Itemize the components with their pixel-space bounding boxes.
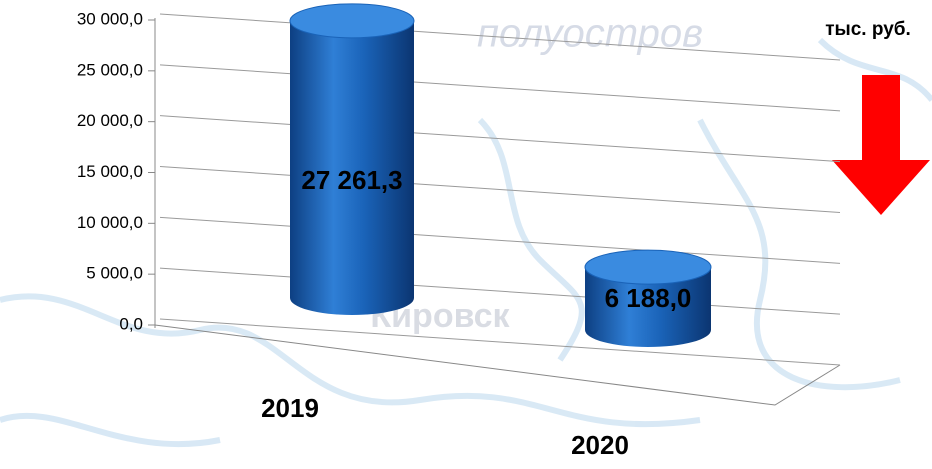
grid-line <box>159 267 841 315</box>
y-tick-label: 5 000,0 <box>86 264 143 283</box>
y-tick-label: 0,0 <box>119 314 143 333</box>
y-tick-label: 25 000,0 <box>77 60 143 79</box>
grid-line <box>159 64 841 112</box>
grid-line <box>159 318 841 366</box>
unit-label: тыс. руб. <box>825 19 911 40</box>
plot <box>154 18 841 406</box>
bar <box>585 267 711 347</box>
bar-top <box>289 3 415 39</box>
value-label: 6 188,0 <box>605 283 692 313</box>
grid-line <box>159 166 841 213</box>
map-label: полуостров <box>477 12 703 56</box>
grid-line <box>159 13 841 61</box>
grid-line <box>159 115 841 163</box>
x-tick-label: 2020 <box>571 430 629 460</box>
y-tick-label: 10 000,0 <box>77 213 143 232</box>
x-tick-label: 2019 <box>261 393 319 423</box>
y-tick-label: 15 000,0 <box>77 162 143 181</box>
value-label: 27 261,3 <box>301 165 402 195</box>
y-tick-label: 30 000,0 <box>77 9 143 28</box>
y-tick-label: 20 000,0 <box>77 111 143 130</box>
bar-top <box>584 249 712 285</box>
map-background <box>0 37 932 448</box>
bar <box>290 20 414 316</box>
down-arrow <box>832 75 930 215</box>
grid-line <box>159 216 841 264</box>
floor-edge <box>154 324 841 406</box>
